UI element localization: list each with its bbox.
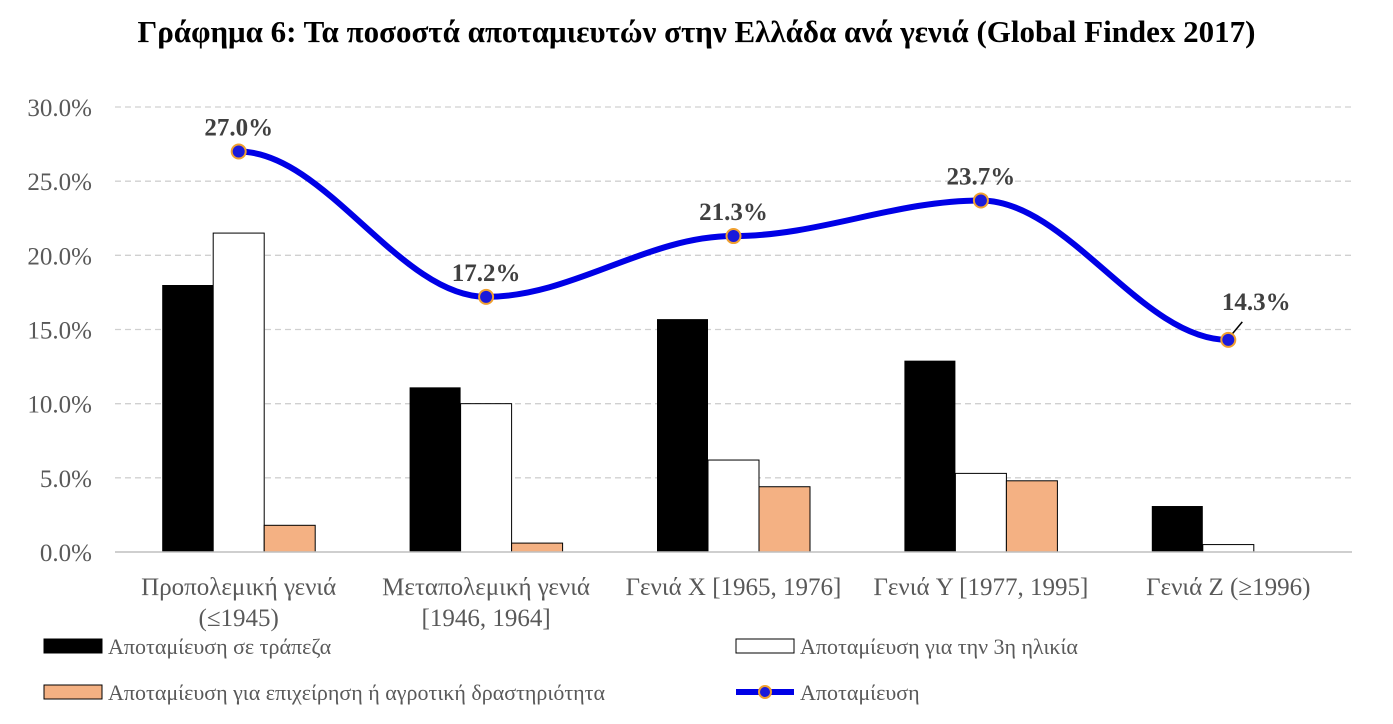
data-label: 23.7% — [947, 163, 1016, 190]
y-tick-label: 5.0% — [40, 466, 92, 493]
data-label: 14.3% — [1222, 289, 1291, 316]
series-line-savings — [238, 148, 1229, 343]
grid-layer — [115, 106, 1352, 479]
bar — [1202, 544, 1255, 553]
x-category-label: Γενιά Y [1977, 1995] — [873, 574, 1088, 601]
legend-label: Αποταμίευση για την 3η ηλικία — [800, 634, 1078, 659]
bar — [758, 486, 811, 553]
y-tick-label: 25.0% — [27, 169, 92, 196]
data-label: 27.0% — [204, 115, 273, 142]
x-category-label: Γενιά X [1965, 1976] — [626, 574, 842, 601]
bar — [460, 403, 513, 553]
chart-title: Γράφημα 6: Τα ποσοστά αποταμιευτών στην … — [137, 14, 1256, 49]
bars-layer — [162, 232, 1255, 553]
line-point-marker — [230, 143, 247, 160]
x-category-label: Γενιά Z (≥1996) — [1146, 574, 1310, 601]
bar — [954, 472, 1007, 553]
legend-swatch-marker — [758, 685, 772, 699]
line-layer: 27.0% 17.2% 21.3% 23.7% 14.3% — [204, 115, 1291, 348]
line-point-marker — [1220, 331, 1237, 348]
x-category-label: [1946, 1964] — [422, 605, 551, 632]
data-label: 17.2% — [452, 260, 521, 287]
bar — [263, 524, 316, 553]
bar — [212, 232, 265, 553]
axis-layer: 0.0% 5.0% 10.0% 15.0% 20.0% 25.0% 30.0% Προπολε… — [27, 95, 1352, 632]
legend-swatch — [735, 638, 795, 654]
legend-label: Αποταμίευση για επιχείρηση ή αγροτική δρ… — [108, 680, 606, 705]
legend-swatch — [43, 638, 103, 654]
bar — [707, 459, 760, 553]
line-point-marker — [725, 228, 742, 245]
x-category-label: (≤1945) — [199, 605, 279, 632]
y-tick-label: 20.0% — [27, 243, 92, 270]
bar — [162, 285, 214, 552]
label-leader-line — [1231, 321, 1243, 335]
legend-swatch — [43, 684, 103, 700]
legend-label: Αποταμίευση σε τράπεζα — [108, 634, 332, 659]
legend-layer: Αποταμίευση σε τράπεζα Αποταμίευση για τη… — [43, 634, 1078, 705]
legend-label: Αποταμίευση — [800, 680, 920, 705]
bar — [1151, 506, 1203, 552]
y-tick-label: 30.0% — [27, 95, 92, 122]
y-tick-label: 15.0% — [27, 318, 92, 345]
bar — [511, 542, 564, 553]
bar — [1005, 480, 1058, 553]
x-category-label: Προπολεμική γενιά — [141, 574, 336, 601]
line-point-marker — [478, 288, 495, 305]
bar — [409, 387, 461, 552]
line-point-marker — [972, 192, 989, 209]
data-label: 21.3% — [699, 199, 768, 226]
bar — [904, 360, 956, 552]
y-tick-label: 0.0% — [40, 540, 92, 567]
y-tick-label: 10.0% — [27, 392, 92, 419]
bar — [657, 319, 708, 552]
x-category-label: Μεταπολεμική γενιά — [382, 574, 590, 601]
